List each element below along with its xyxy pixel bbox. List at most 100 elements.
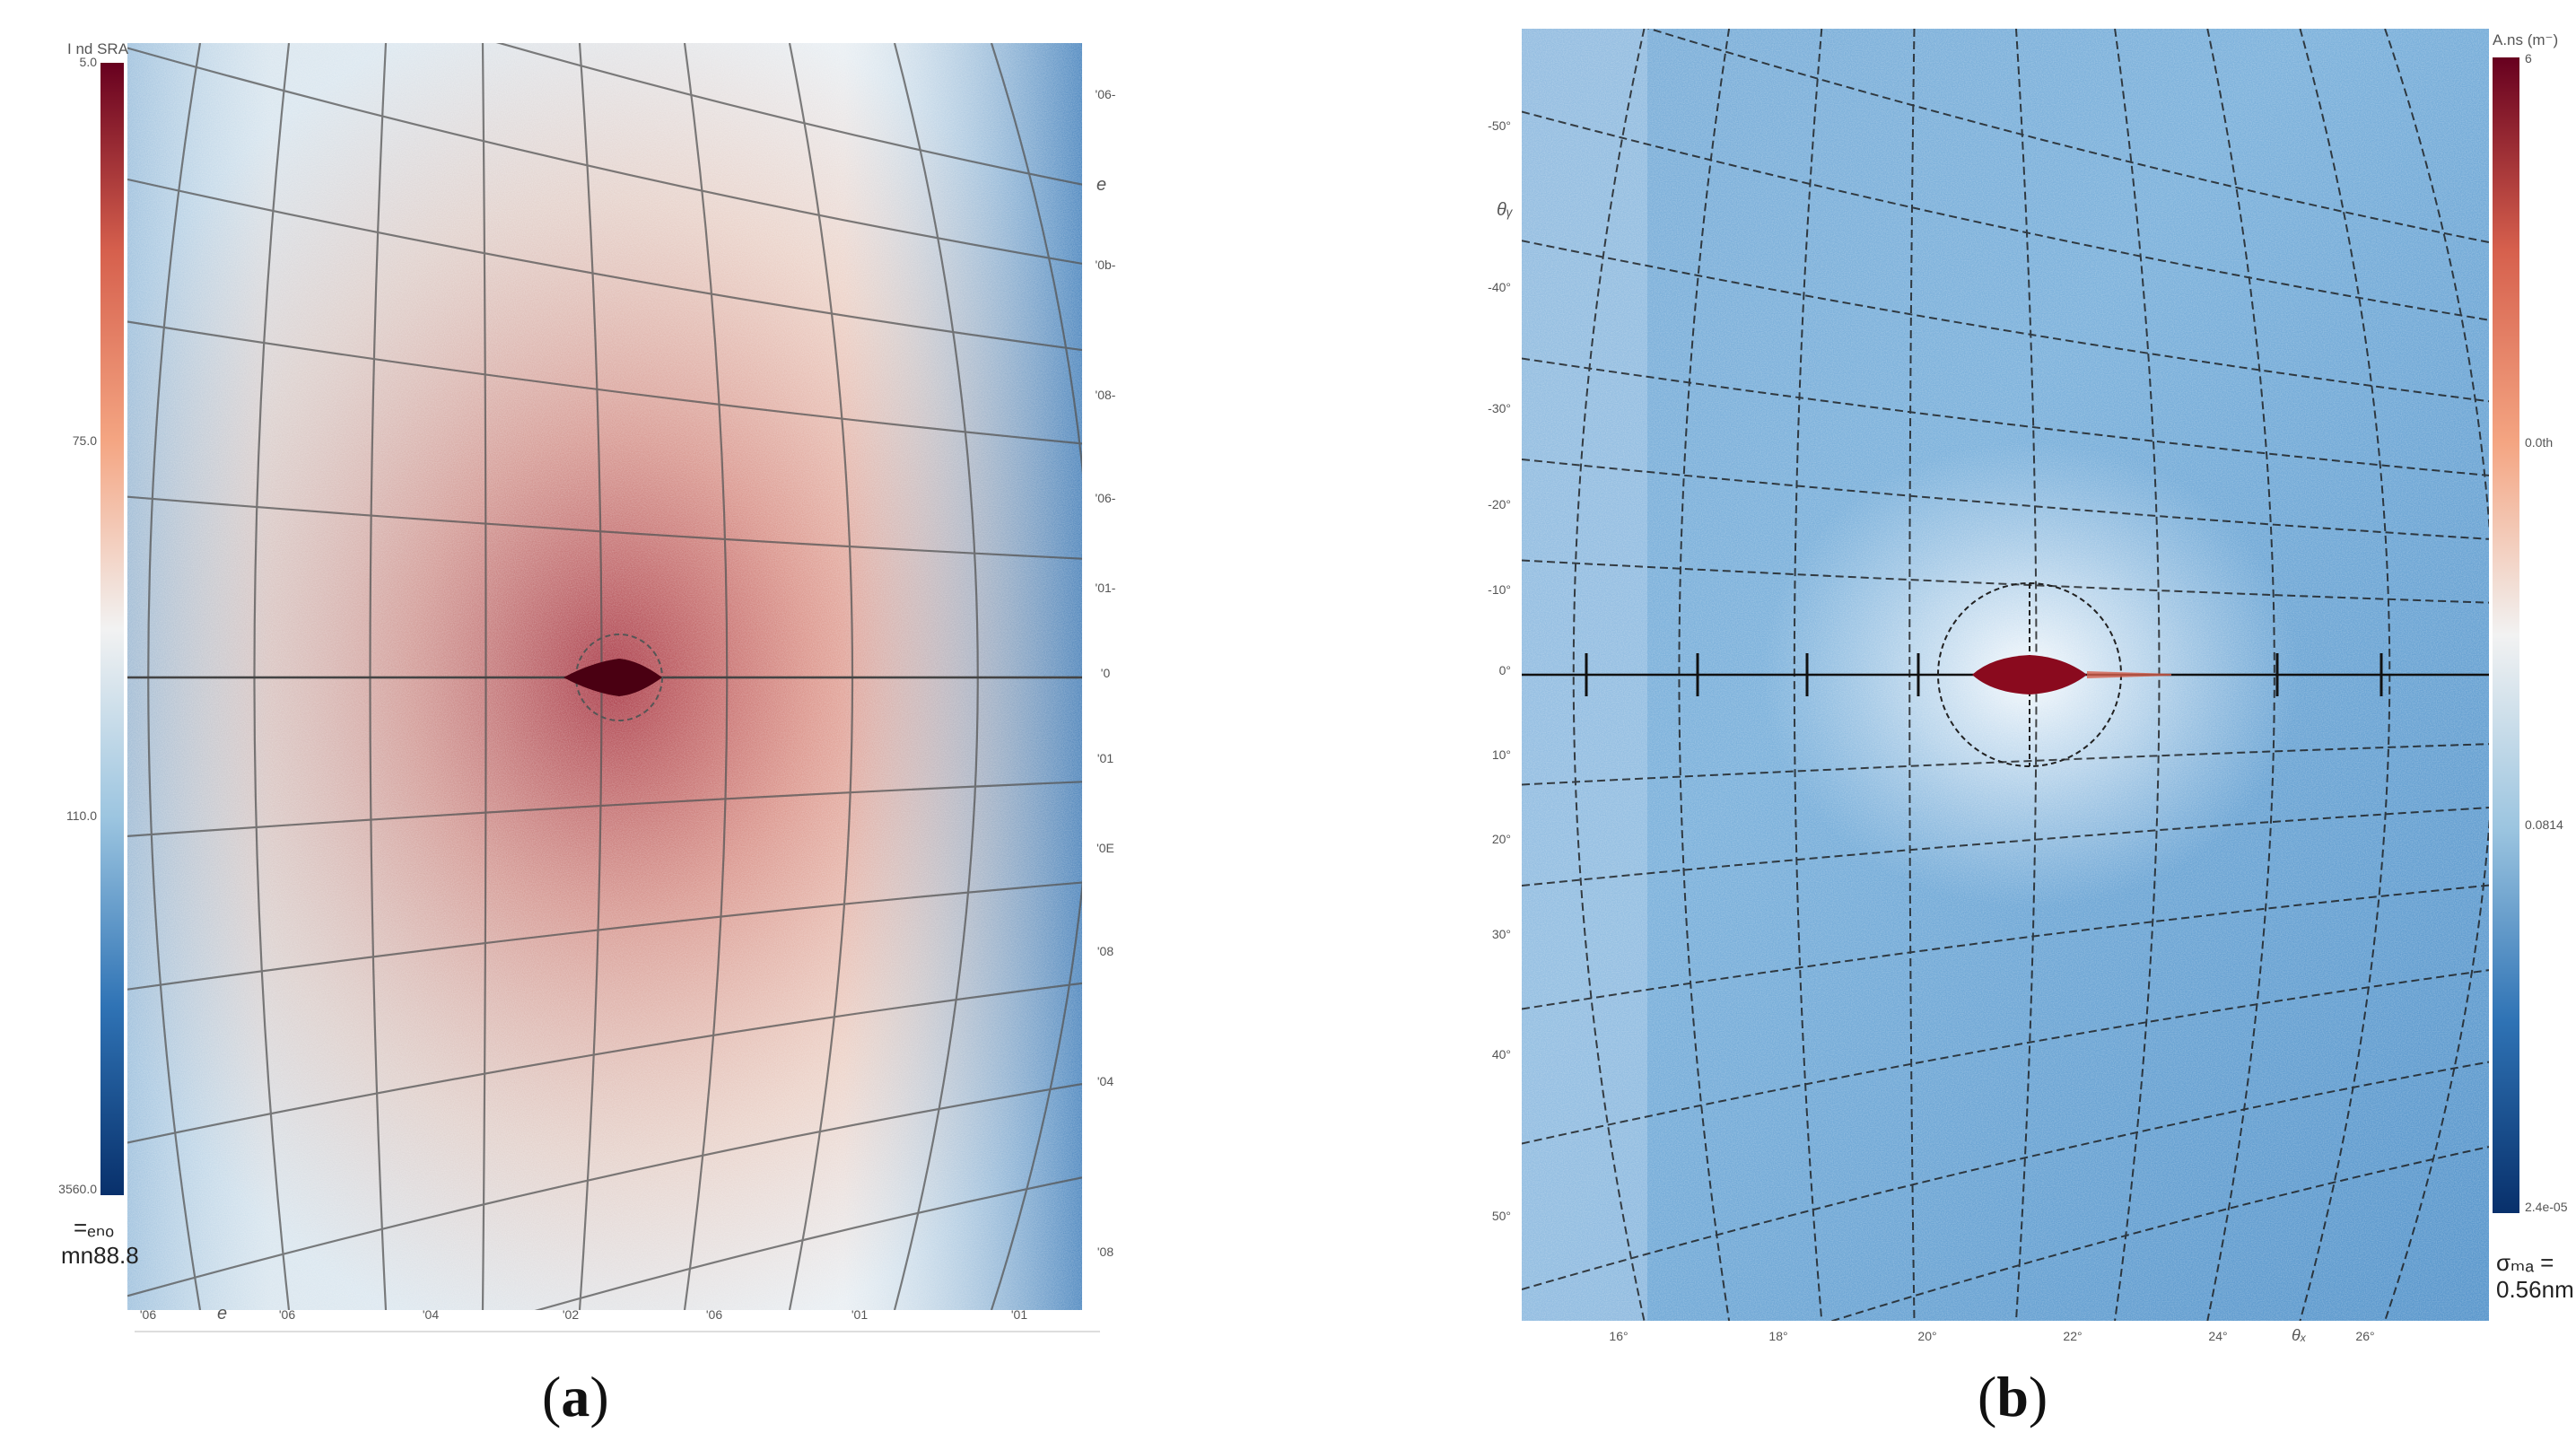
- colorbar-a-ticks: 5.0 75.0 110.0 3560.0: [58, 55, 97, 1196]
- heatmap-b-grid-line: [1522, 110, 2489, 321]
- heatmap-b-grid-line: [1522, 559, 2489, 604]
- heatmap-a-grid-line: [127, 495, 1082, 560]
- heatmap-b-grid-line: [1522, 969, 2489, 1145]
- panel-b-left-ticks: -50° -40° -30° -20° -10° 0° 10° 20° 30° 40° 50°: [1488, 118, 1511, 1223]
- panel-a-right-tick: '01: [1097, 751, 1113, 765]
- panel-a-right-tick: '08: [1097, 1245, 1113, 1259]
- panel-a-right-tick: '01-: [1096, 581, 1116, 595]
- colorbar-b-tick: 2.4e-05: [2525, 1200, 2568, 1214]
- panel-a-x-tick: '01: [851, 1307, 868, 1322]
- heatmap-b-beam-spot: [1972, 655, 2087, 694]
- panel-b-left-tick: 30°: [1492, 927, 1511, 941]
- panel-a-right-ticks: '06- '0b- '08- '06- '01- '0 '01 '0E '08 '04 '08: [1096, 87, 1116, 1259]
- colorbar-b: [2493, 57, 2519, 1213]
- heatmap-b-center-glow: [1760, 441, 2299, 908]
- panel-a-caption-letter: a: [561, 1365, 590, 1428]
- heatmap-a-grid-line: [127, 47, 1082, 265]
- heatmap-b-beam-streak: [2087, 671, 2171, 678]
- heatmap-b-grid: [1522, 29, 2489, 1321]
- panel-a-x-tick: '04: [423, 1307, 439, 1322]
- heatmap-b-background: [1522, 29, 2489, 1321]
- panel-b-left-tick: 10°: [1492, 747, 1511, 762]
- heatmap-a-grid-line: [495, 43, 1082, 186]
- heatmap-b-grid-line: [2206, 29, 2275, 1321]
- panel-a-annotation-line2: mn88.8: [61, 1242, 139, 1269]
- heatmap-a-grid-line: [990, 43, 1082, 1310]
- panel-b-left-tick: -50°: [1488, 118, 1511, 133]
- panel-a-x-axis-label: e: [217, 1304, 227, 1323]
- panel-b-left-tick: -10°: [1488, 582, 1511, 597]
- panel-a-right-tick: '0: [1101, 666, 1111, 680]
- heatmap-a-grid-line: [127, 881, 1082, 991]
- panel-a-right-tick: '04: [1097, 1074, 1113, 1088]
- heatmap-a-grid-line: [127, 178, 1082, 352]
- heatmap-a-grid-line: [127, 982, 1082, 1144]
- panel-a-x-ticks: '06 '06 '04 '02 '06 '01 '01: [140, 1307, 1027, 1322]
- colorbar-b-label: A.ns (m⁻): [2493, 31, 2558, 48]
- heatmap-b-grid-line: [1522, 357, 2489, 476]
- panel-a-right-tick: '06-: [1096, 87, 1116, 101]
- heatmap-b-grid-line: [2114, 29, 2161, 1321]
- panel-b-caption-letter: b: [1996, 1365, 2029, 1428]
- heatmap-b-grid-line: [1572, 29, 1646, 1321]
- panel-b-x-tick: 22°: [2063, 1329, 2082, 1343]
- panel-a-x-tick: '02: [563, 1307, 579, 1322]
- panel-b-x-ticks: 16° 18° 20° 22° 24° 26°: [1609, 1329, 2374, 1343]
- heatmap-a-grid-line: [127, 320, 1082, 445]
- heatmap-b-grid-line: [1678, 29, 1731, 1321]
- colorbar-b-tick: 0.0th: [2525, 435, 2553, 450]
- panel-a-right-axis-label: e: [1096, 175, 1106, 195]
- heatmap-b-center-ring: [1937, 582, 2122, 767]
- panel-b-left-tick: 40°: [1492, 1047, 1511, 1061]
- panel-a-right-tick: '0b-: [1096, 258, 1116, 272]
- panel-b-left-tick: -30°: [1488, 401, 1511, 415]
- colorbar-a-tick: 3560.0: [58, 1182, 97, 1196]
- panel-b-left-tick: 0°: [1499, 663, 1511, 677]
- colorbar-b-tick: 0.0814: [2525, 817, 2563, 832]
- panel-b-annotation-line1: σₘₐ =: [2496, 1249, 2554, 1276]
- panel-b-x-tick: 18°: [1768, 1329, 1787, 1343]
- heatmap-b-grid-line: [1646, 29, 2489, 244]
- panel-b-x-axis-label: θₓ: [2292, 1326, 2307, 1344]
- colorbar-b-tick: 6: [2525, 51, 2532, 66]
- panel-a-x-tick: '06: [140, 1307, 156, 1322]
- panel-a-chart: I nd SRA 5.0 75.0 110.0 3560.0 '06- '0b- '08-…: [58, 40, 1116, 1332]
- panel-a-right-tick: '0E: [1096, 841, 1114, 855]
- heatmap-b-grid-line: [1793, 29, 1823, 1321]
- panel-b-caption: (b): [1978, 1365, 2048, 1428]
- heatmap-b-grid-line: [1908, 29, 1916, 1321]
- panel-b-x-tick: 26°: [2355, 1329, 2374, 1343]
- colorbar-a-tick: 110.0: [66, 808, 97, 823]
- panel-a-x-tick: '06: [706, 1307, 722, 1322]
- colorbar-a-tick: 5.0: [80, 55, 98, 69]
- heatmap-a-grid-line: [127, 781, 1082, 837]
- panel-b-left-tick: 50°: [1492, 1209, 1511, 1223]
- panel-b-left-tick: -40°: [1488, 280, 1511, 294]
- panel-b-x-tick: 16°: [1609, 1329, 1628, 1343]
- colorbar-a-tick: 75.0: [73, 433, 97, 448]
- heatmap-b-grid-line: [2384, 29, 2489, 1321]
- heatmap-b-grid-line: [1522, 807, 2489, 887]
- panel-a-annotation-line1: =ₑₙₒ: [74, 1214, 114, 1241]
- heatmap-a-grid-line: [127, 1083, 1082, 1297]
- panel-b-left-tick: 20°: [1492, 832, 1511, 846]
- panel-a-x-tick: '01: [1011, 1307, 1027, 1322]
- heatmap-b-grid-line: [2299, 29, 2391, 1321]
- heatmap-a-beam-spot: [563, 659, 662, 696]
- panel-b-annotation-line2: 0.56nm: [2496, 1276, 2574, 1303]
- colorbar-a-label: I nd SRA: [67, 40, 129, 57]
- heatmap-b-grid-line: [1522, 884, 2489, 1010]
- panel-a-x-tick: '06: [279, 1307, 295, 1322]
- heatmap-b-horizon-ticks: [1585, 653, 2383, 696]
- heatmap-b-grid-line: [1522, 240, 2489, 403]
- panel-b-x-tick: 24°: [2208, 1329, 2227, 1343]
- heatmap-a-grid-line: [534, 1176, 1082, 1310]
- panel-a-right-tick: '08-: [1096, 388, 1116, 402]
- heatmap-b-noise: [1522, 29, 2489, 1321]
- panel-b-left-axis-label: θᵧ: [1497, 200, 1514, 220]
- heatmap-b-grid-line: [1522, 743, 2489, 786]
- panel-a-right-tick: '06-: [1096, 491, 1116, 505]
- colorbar-a: [100, 63, 124, 1195]
- panel-b-left-tick: -20°: [1488, 497, 1511, 511]
- panel-a-right-tick: '08: [1097, 944, 1113, 958]
